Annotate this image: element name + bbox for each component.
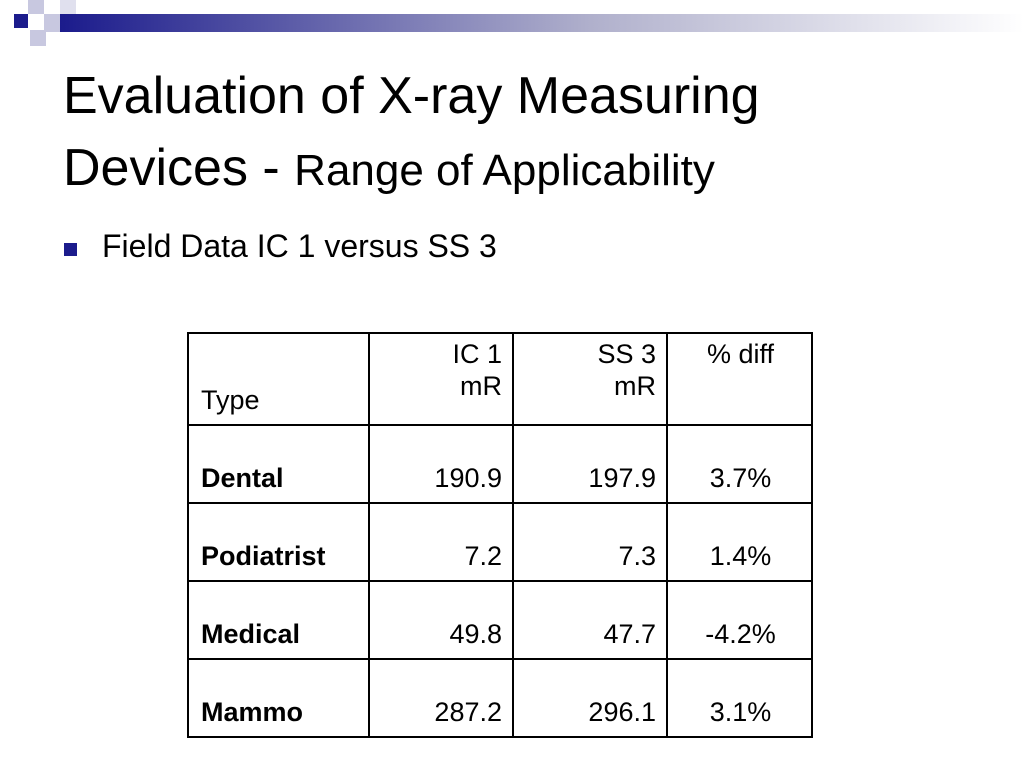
header-cell: Type — [187, 332, 370, 426]
header-line: SS 3 — [597, 339, 656, 369]
header-line: Type — [201, 385, 260, 415]
square — [44, 14, 60, 32]
bullet-list: Field Data IC 1 versus SS 3 — [62, 228, 497, 265]
title: Evaluation of X-ray Measuring Devices - … — [63, 60, 943, 207]
table-cell: 1.4% — [666, 502, 813, 582]
decoration — [14, 0, 1024, 46]
data-table: Type IC 1 mR SS 3 mR% diff Dental 190.9 197.9 3.… — [187, 332, 813, 738]
table-cell: 47.7 — [512, 580, 668, 660]
table-row: Mammo 287.2 296.1 3.1% — [187, 658, 813, 738]
table-cell: 287.2 — [368, 658, 514, 738]
table-row: Medical 49.8 47.7 -4.2% — [187, 580, 813, 660]
table-cell: 296.1 — [512, 658, 668, 738]
header-cell: IC 1 mR — [368, 332, 514, 426]
square — [30, 30, 46, 46]
header-line: mR — [614, 371, 656, 401]
square — [28, 0, 44, 14]
table-cell: -4.2% — [666, 580, 813, 660]
table-row: Dental 190.9 197.9 3.7% — [187, 424, 813, 504]
header-row: Type IC 1 mR SS 3 mR% diff — [187, 332, 813, 426]
title-main: Evaluation of X-ray Measuring Devices - — [63, 67, 760, 197]
table-row: Podiatrist 7.2 7.3 1.4% — [187, 502, 813, 582]
table-cell: 49.8 — [368, 580, 514, 660]
header-cell: SS 3 mR — [512, 332, 668, 426]
table-cell: Medical — [187, 580, 370, 660]
header-cell: % diff — [666, 332, 813, 426]
table-cell: 3.7% — [666, 424, 813, 504]
title-sub: Range of Applicability — [294, 146, 715, 195]
header-line: IC 1 — [452, 339, 502, 369]
table-cell: 3.1% — [666, 658, 813, 738]
table-cell: Dental — [187, 424, 370, 504]
bullet: Field Data IC 1 versus SS 3 — [62, 228, 497, 265]
table-cell: 197.9 — [512, 424, 668, 504]
top-bar — [60, 14, 1024, 32]
square — [60, 0, 76, 14]
header-line: % diff — [706, 339, 775, 369]
table-cell: 190.9 — [368, 424, 514, 504]
table-cell: 7.2 — [368, 502, 514, 582]
table-cell: Mammo — [187, 658, 370, 738]
header-line: mR — [460, 371, 502, 401]
square — [14, 14, 28, 28]
table-cell: Podiatrist — [187, 502, 370, 582]
table-cell: 7.3 — [512, 502, 668, 582]
